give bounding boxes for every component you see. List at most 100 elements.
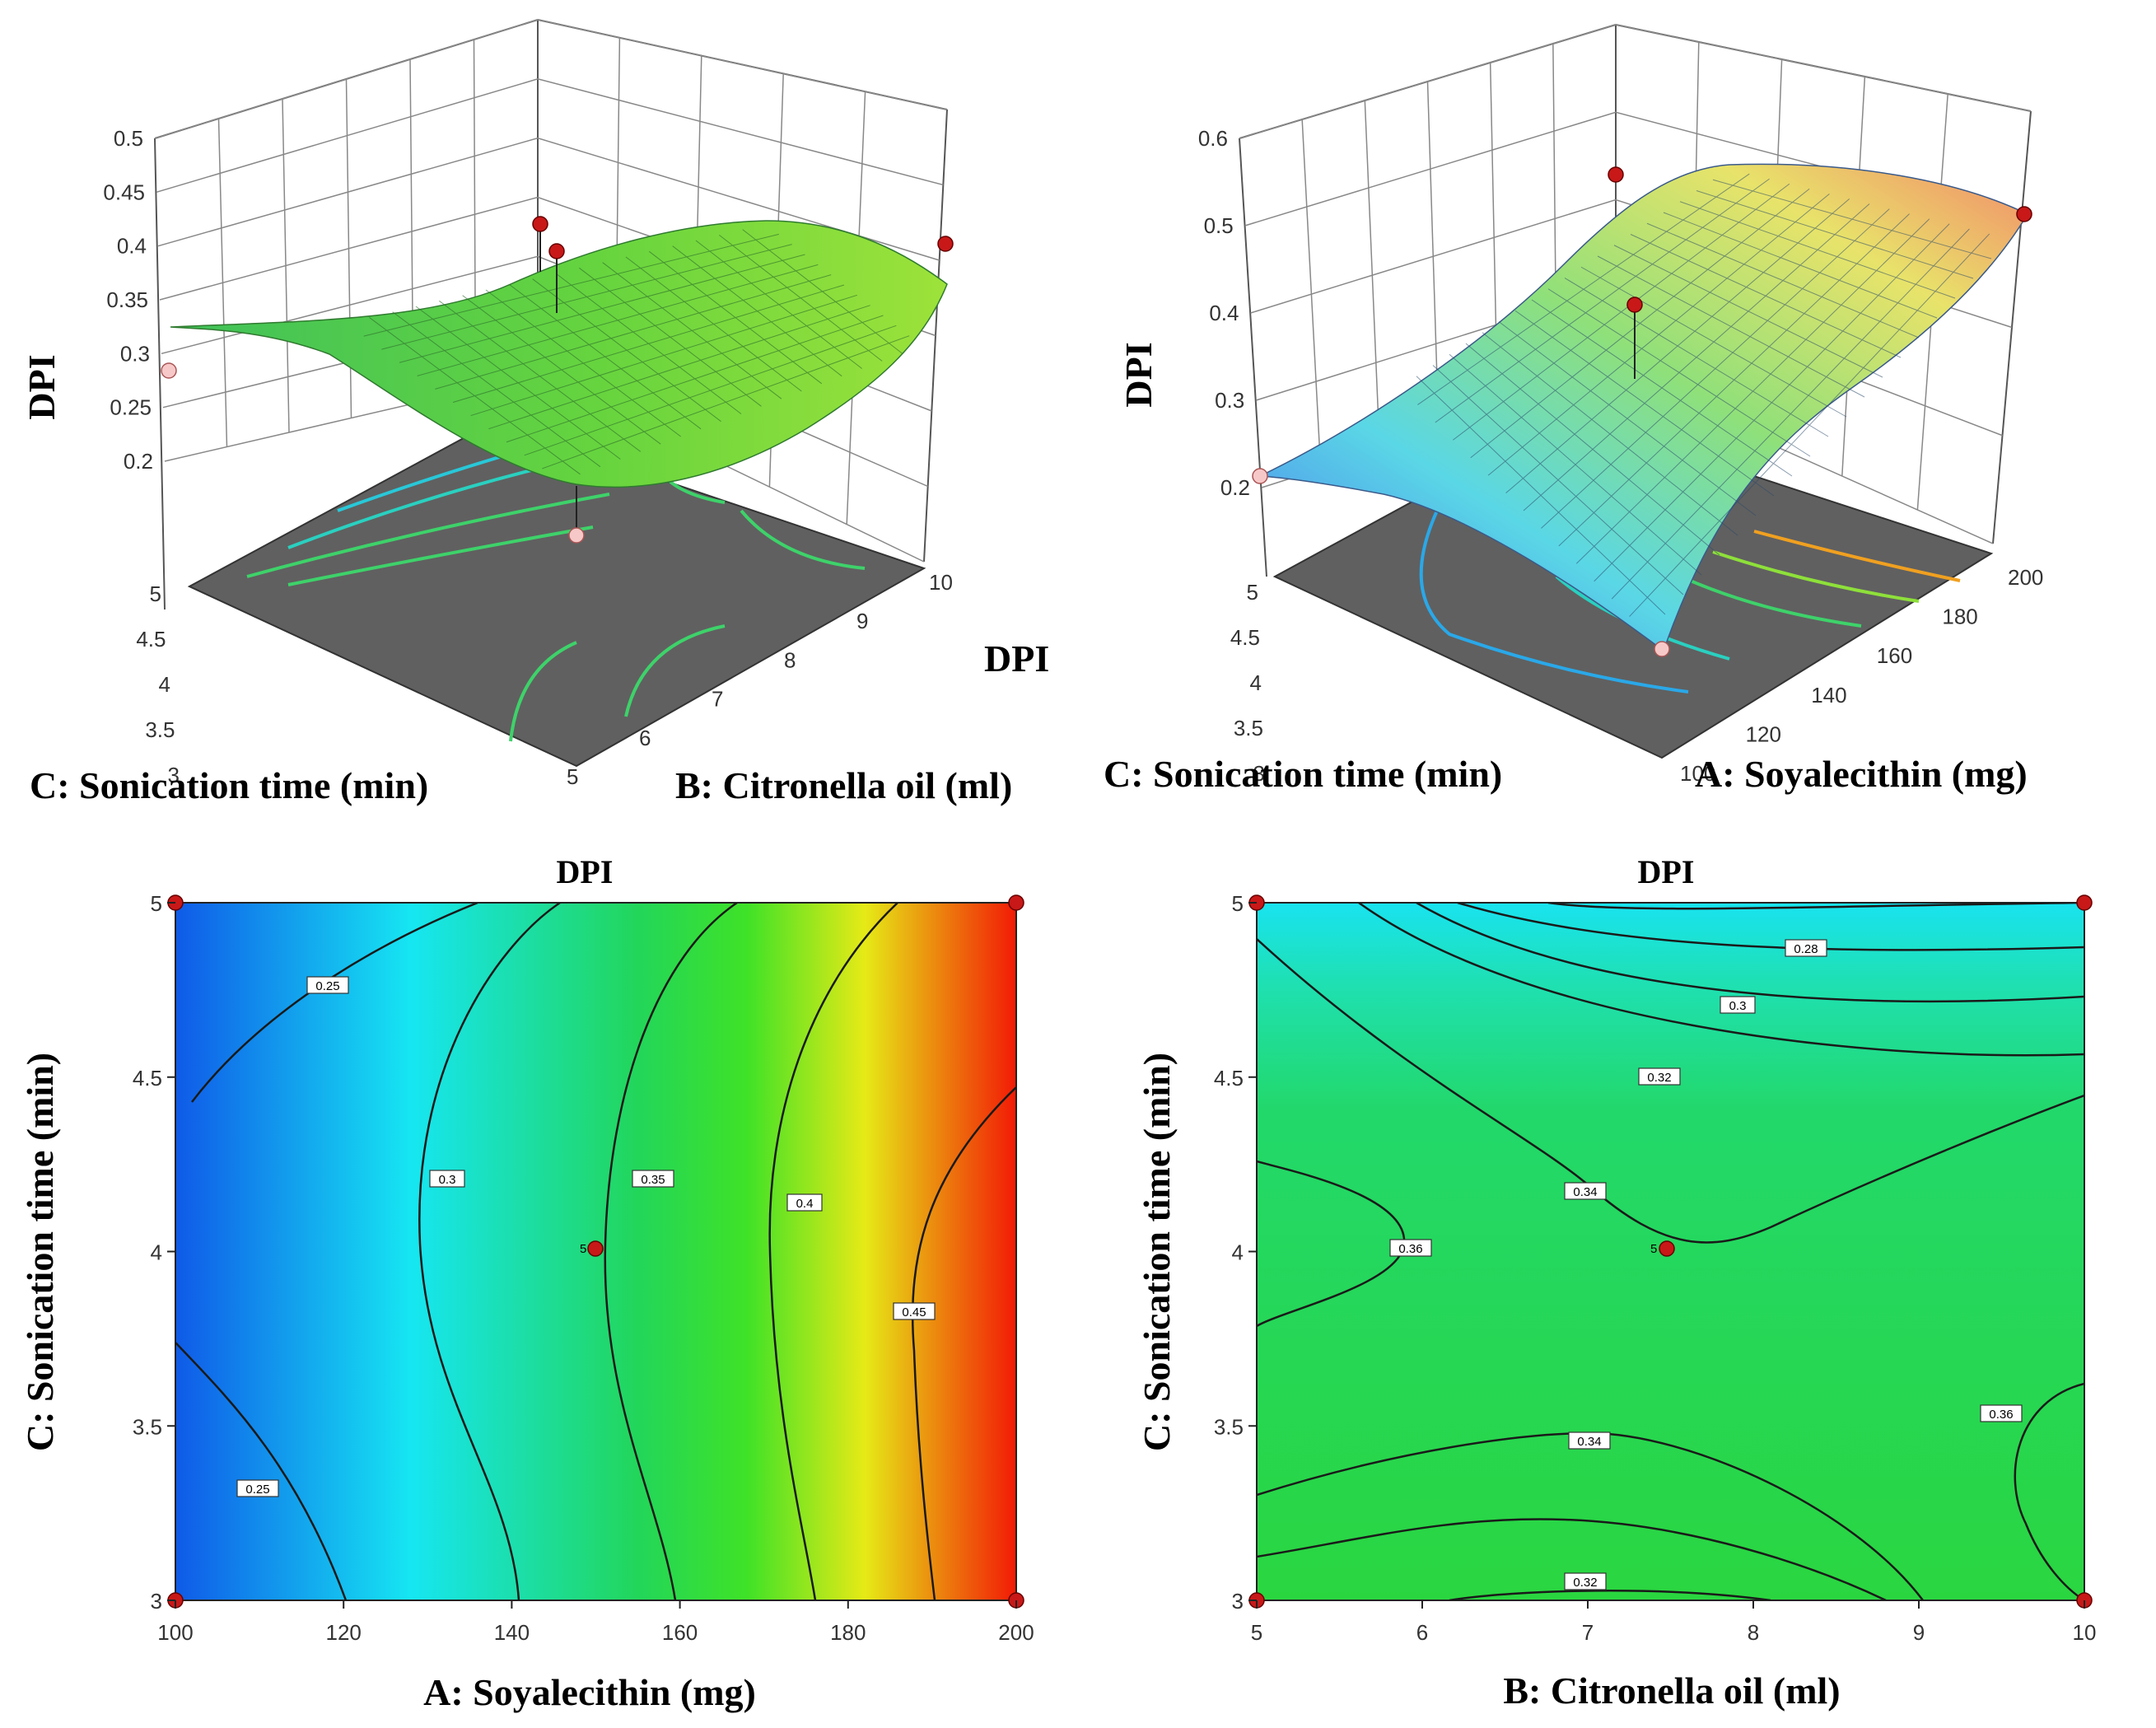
x-tick-label: 5 <box>567 764 578 789</box>
x-axis-label: A: Soyalecithin (mg) <box>423 1671 756 1713</box>
contour-label: 0.36 <box>1989 1408 2013 1422</box>
contour-label: 0.36 <box>1398 1242 1422 1256</box>
x-axis-ticks: 100 120 140 160 180 200 <box>157 1600 1034 1645</box>
x-tick-label: 6 <box>639 726 651 750</box>
contour-label: 0.25 <box>315 979 339 993</box>
x-tick-label: 140 <box>494 1620 530 1645</box>
y-tick-label: 3.5 <box>1234 716 1263 740</box>
contour-label: 0.32 <box>1647 1071 1671 1085</box>
mesh-line <box>542 335 910 469</box>
mesh-line <box>1435 178 1770 423</box>
design-point <box>2076 894 2093 911</box>
mesh-line <box>1470 188 1810 459</box>
z-tick-label: 0.5 <box>114 126 143 151</box>
x-tick-label: 5 <box>1251 1620 1262 1645</box>
x-axis-label: A: Soyalecithin (mg) <box>1695 753 2028 795</box>
y-tick-label: 4 <box>1250 670 1262 695</box>
center-point <box>1659 1240 1675 1257</box>
surface-plot-soyalecithin-sonication: 0.2 0.3 0.4 0.5 0.6 3 3.5 4 4.5 5 100 120 140 160 18… <box>1104 24 2043 795</box>
mesh-line <box>1417 173 1750 405</box>
y-tick-label: 3.5 <box>133 1414 162 1439</box>
mesh-line <box>488 305 870 430</box>
contour-line <box>191 903 478 1103</box>
x-axis-label: B: Citronella oil (ml) <box>675 764 1012 806</box>
x-tick-label: 6 <box>1416 1620 1428 1645</box>
z-tick-label: 0.4 <box>1209 301 1239 325</box>
mesh-line <box>1611 228 1970 600</box>
z-tick-label: 0.4 <box>117 234 147 259</box>
mesh-line <box>435 274 832 390</box>
x-tick-label: 100 <box>1680 761 1715 786</box>
y-tick-label: 5 <box>1232 891 1244 916</box>
side-label: DPI <box>984 637 1049 680</box>
x-tick-label: 120 <box>326 1620 362 1645</box>
contour-line <box>2014 1382 2084 1600</box>
y-tick-label: 4.5 <box>136 627 166 652</box>
grid-line <box>154 19 948 139</box>
grid-line <box>156 78 944 194</box>
y-axis-ticks: 3 3.5 4 4.5 5 <box>1230 580 1265 786</box>
center-point <box>587 1240 604 1257</box>
contour-line <box>175 1342 348 1600</box>
design-point <box>2016 206 2032 222</box>
contour-label-box <box>1785 939 1827 957</box>
y-axis-ticks: 3 3.5 4 4.5 5 <box>133 891 175 1614</box>
contour-label-box <box>1980 1404 2023 1422</box>
response-surface <box>1258 163 2029 652</box>
design-point <box>568 527 585 544</box>
mesh-line <box>1594 223 1950 582</box>
design-point <box>532 216 548 232</box>
x-tick-label: 10 <box>929 570 953 595</box>
contour-label-box <box>632 1170 674 1188</box>
contour-plot-citronella-sonication: DPI 0.28 0.3 0.32 0.34 0.36 0.34 0.36 0.32 5 5 6… <box>1136 853 2096 1712</box>
design-point <box>937 236 954 252</box>
x-tick-label: 8 <box>1748 1620 1759 1645</box>
x-tick-label: 7 <box>1582 1620 1594 1645</box>
y-axis-label: C: Sonication time (min) <box>1104 753 1502 795</box>
mesh-line <box>1452 183 1790 441</box>
surface-plot-citronella-sonication: 0.2 0.25 0.3 0.35 0.4 0.45 0.5 3 3.5 4 4.5 5 5 6 7 8 9… <box>21 19 1049 806</box>
z-axis-ticks: 0.2 0.3 0.4 0.5 0.6 <box>1198 126 1250 500</box>
design-point <box>1252 468 1268 484</box>
y-axis-ticks: 3 3.5 4 4.5 5 <box>1214 891 1257 1614</box>
contour-plot-soyalecithin-sonication: DPI 0.25 0.3 0.35 0.4 0.45 0.25 5 100 120 140 16… <box>19 853 1034 1713</box>
contour-label-box <box>786 1193 823 1212</box>
z-tick-label: 0.25 <box>110 395 152 420</box>
x-tick-label: 120 <box>1746 722 1781 746</box>
mesh-line <box>506 315 884 443</box>
z-tick-label: 0.5 <box>1204 213 1234 238</box>
z-tick-label: 0.3 <box>120 341 150 366</box>
chart-title: DPI <box>557 853 614 890</box>
x-tick-label: 8 <box>784 647 796 672</box>
x-tick-label: 140 <box>1811 683 1846 708</box>
y-tick-label: 4 <box>1232 1240 1244 1265</box>
y-tick-label: 5 <box>150 581 161 606</box>
y-axis-label: C: Sonication time (min) <box>19 1053 61 1451</box>
contour-line <box>418 903 561 1600</box>
z-tick-label: 0.2 <box>124 449 153 474</box>
contour-label: 0.3 <box>439 1173 456 1187</box>
x-tick-label: 160 <box>1877 643 1912 668</box>
contour-label-box <box>893 1302 936 1320</box>
y-tick-label: 4.5 <box>1230 625 1260 650</box>
z-axis-label: DPI <box>1118 342 1160 407</box>
contour-line <box>1358 903 2084 1057</box>
x-tick-label: 180 <box>1942 605 1977 629</box>
mesh-line <box>1558 213 1910 547</box>
contour-lines <box>175 903 1016 1600</box>
contour-label: 0.45 <box>902 1305 926 1319</box>
mesh-line <box>1575 218 1930 564</box>
mesh-line <box>1629 233 1990 617</box>
contour-label: 0.32 <box>1573 1576 1597 1590</box>
grid-line <box>1239 24 2032 139</box>
contour-label-box <box>429 1170 465 1188</box>
y-tick-label: 3 <box>1232 1589 1244 1614</box>
floor-plane <box>187 421 926 768</box>
y-tick-label: 4.5 <box>133 1066 162 1091</box>
x-tick-label: 10 <box>2073 1620 2097 1645</box>
design-point <box>548 243 565 259</box>
mesh-line <box>524 325 897 456</box>
center-point-count: 5 <box>580 1242 586 1256</box>
z-axis-ticks: 0.2 0.25 0.3 0.35 0.4 0.45 0.5 <box>103 126 153 474</box>
